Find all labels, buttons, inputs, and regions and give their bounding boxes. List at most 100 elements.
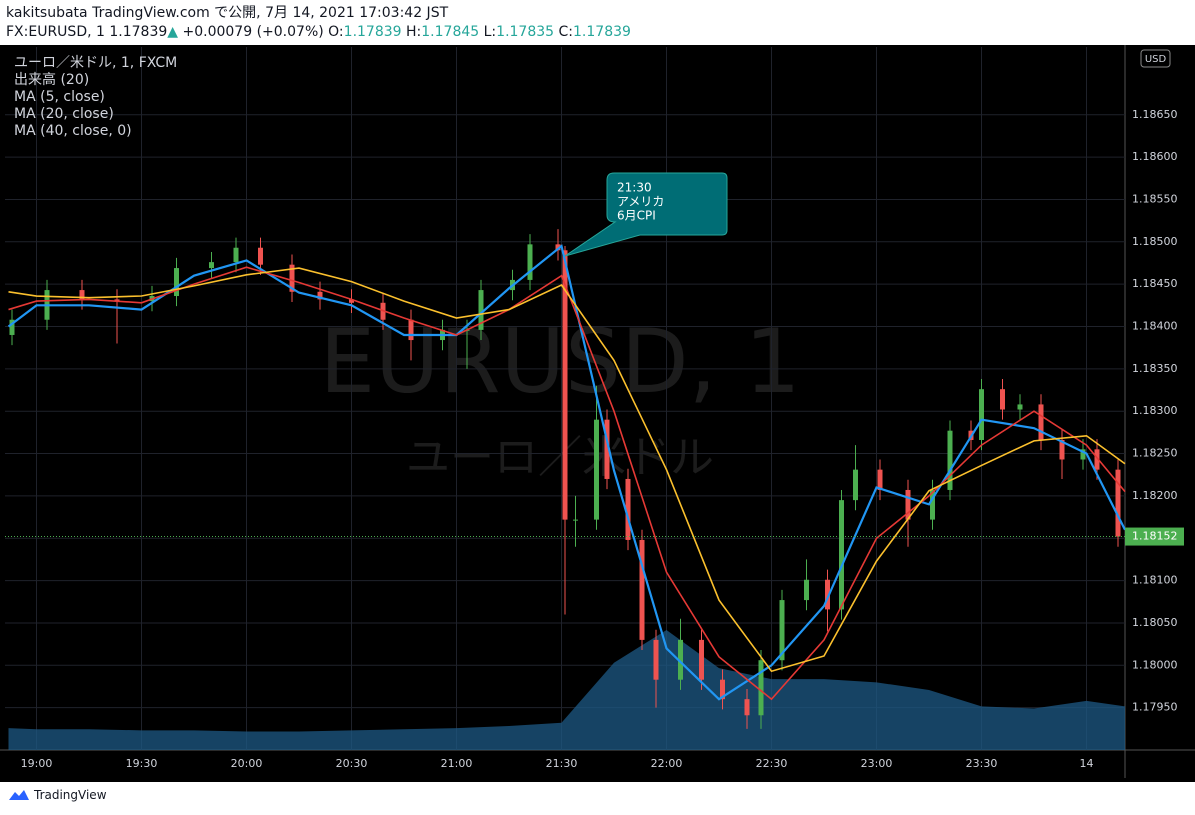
candle-body — [9, 319, 15, 335]
y-tick-label: 1.18350 — [1132, 362, 1178, 375]
chart-background — [0, 45, 1195, 782]
candle-body — [877, 469, 883, 490]
candle-body — [839, 500, 844, 610]
candle-body — [720, 679, 725, 700]
ma-line — [7, 244, 1126, 701]
candle-body — [289, 264, 295, 292]
annotation-text: アメリカ — [617, 195, 664, 209]
brand: TradingView — [34, 788, 107, 802]
legend-entry: MA (20, close) — [14, 106, 114, 122]
logo — [9, 790, 29, 800]
x-tick-label: 14 — [1080, 757, 1094, 770]
y-tick-label: 1.18500 — [1132, 235, 1178, 248]
y-tick-label: 1.18400 — [1132, 320, 1178, 333]
candle-body — [678, 639, 683, 680]
y-tick-label: 1.18100 — [1132, 574, 1178, 587]
candle-body — [1038, 404, 1044, 441]
last-price-box — [1125, 527, 1184, 546]
x-tick-label: 22:00 — [651, 757, 683, 770]
candle-body — [758, 660, 764, 716]
header: kakitsubata TradingView.com で公開, 7月 14, … — [6, 4, 631, 42]
y-tick-label: 1.17950 — [1132, 701, 1178, 714]
x-tick-label: 19:30 — [126, 757, 158, 770]
candle-body — [804, 579, 809, 601]
candle-body — [1017, 404, 1023, 410]
candle-body — [562, 250, 568, 520]
candle-body — [625, 478, 631, 540]
legend-entry: 出来高 (20) — [14, 71, 89, 88]
x-tick-label: 20:00 — [231, 757, 263, 770]
l-value: 1.17835 — [496, 24, 555, 40]
y-tick-label: 1.18300 — [1132, 404, 1178, 417]
o-value: 1.17839 — [343, 24, 402, 40]
chart: EURUSD, 1 ユーロ／米ドル 1.17950 1.18000 1.18050 1.1… — [0, 45, 1195, 782]
currency-label: USD — [1145, 54, 1167, 65]
legend-entry: MA (5, close) — [14, 89, 105, 105]
candle-body — [555, 244, 561, 251]
candle-body — [349, 299, 354, 303]
candle-body — [604, 419, 610, 479]
ma-line — [8, 267, 1126, 673]
x-tick-label: 21:30 — [546, 757, 578, 770]
arrow: ▲ — [167, 24, 179, 40]
volume-area — [8, 630, 1125, 750]
candle-body — [1094, 449, 1100, 470]
candle-body — [947, 430, 953, 490]
y-tick-label: 1.18200 — [1132, 489, 1178, 502]
o-label: O: — [328, 24, 344, 40]
l-label: L: — [483, 24, 497, 40]
candle-body — [639, 539, 645, 640]
candle-body — [653, 639, 659, 680]
h-value: 1.17845 — [421, 24, 480, 40]
y-tick-label: 1.18550 — [1132, 192, 1178, 205]
candle-body — [527, 244, 533, 280]
candle-body — [233, 247, 239, 263]
price: 1.17839 — [109, 24, 168, 40]
watermark: EURUSD, 1 — [319, 310, 800, 413]
x-tick-label: 22:30 — [756, 757, 788, 770]
x-tick-label: 21:00 — [441, 757, 473, 770]
annotation-text: 21:30 — [617, 181, 652, 195]
legend-entry: MA (40, close, 0) — [14, 123, 132, 139]
footer: TradingView — [8, 788, 107, 802]
candle-body — [209, 262, 214, 269]
candle-body — [478, 290, 484, 330]
y-tick-label: 1.18000 — [1132, 658, 1178, 671]
candle-body — [114, 299, 120, 302]
candle-body — [825, 579, 830, 610]
y-tick-label: 1.18050 — [1132, 616, 1178, 629]
candle-body — [1059, 440, 1065, 460]
candle-body — [408, 319, 414, 341]
header-line: kakitsubata TradingView.com で公開, 7月 14, … — [6, 5, 449, 21]
candle-body — [699, 639, 704, 680]
candle-body — [258, 247, 263, 265]
candle-body — [174, 268, 179, 297]
candle-body — [1000, 389, 1005, 410]
last-price-label: 1.18152 — [1132, 530, 1178, 543]
currency-box — [1140, 49, 1171, 68]
y-tick-label: 1.18600 — [1132, 150, 1178, 163]
c-value: 1.17839 — [573, 24, 631, 40]
x-tick-label: 20:30 — [336, 757, 368, 770]
y-tick-label: 1.18650 — [1132, 108, 1178, 121]
annotation-box — [564, 172, 728, 257]
annotation-text: 6月CPI — [617, 209, 656, 223]
candle-body — [79, 290, 85, 300]
candle-body — [594, 419, 599, 520]
x-tick-label: 23:30 — [966, 757, 998, 770]
x-tick-label: 23:00 — [861, 757, 893, 770]
change: +0.00079 (+0.07%) — [182, 24, 324, 40]
quote-line: FX:EURUSD, 1 1.17839▲ +0.00079 (+0.07%) … — [6, 23, 631, 42]
y-tick-label: 1.18250 — [1132, 447, 1178, 460]
candle-body — [1115, 469, 1121, 537]
candle-body — [317, 291, 323, 300]
candle-body — [930, 489, 935, 520]
watermark: ユーロ／米ドル — [406, 432, 714, 483]
candle-body — [979, 389, 984, 441]
x-tick-label: 19:00 — [21, 757, 53, 770]
candle-body — [779, 600, 785, 661]
ma-line — [8, 266, 1126, 701]
y-tick-label: 1.18450 — [1132, 277, 1178, 290]
candle-body — [573, 519, 578, 521]
